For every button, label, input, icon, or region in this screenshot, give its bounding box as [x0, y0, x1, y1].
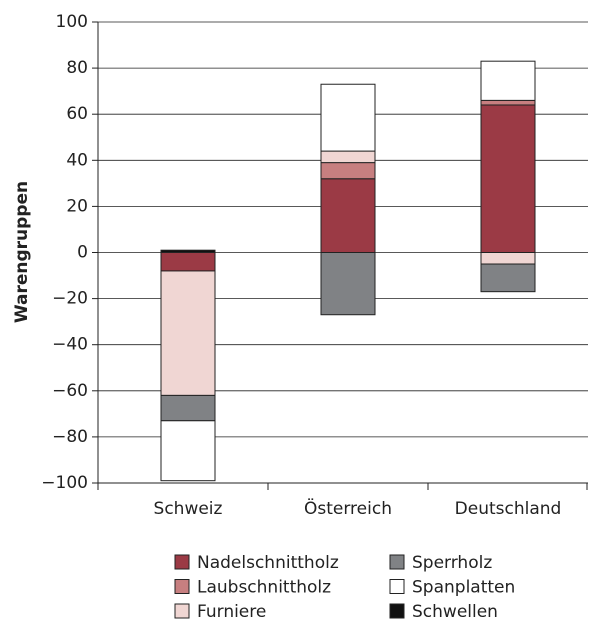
legend-label: Spanplatten	[412, 578, 515, 598]
legend-swatch	[389, 579, 405, 594]
legend-label: Schwellen	[412, 602, 498, 622]
y-tick-label: −40	[52, 335, 88, 355]
y-axis-label: Warengruppen	[12, 181, 32, 323]
x-tick-label: Schweiz	[154, 499, 223, 519]
legend-label: Furniere	[197, 602, 266, 622]
legend-label: Laubschnittholz	[197, 578, 331, 598]
y-tick-label: 40	[66, 150, 88, 170]
bar-segment	[160, 394, 216, 422]
y-tick-label: 60	[66, 104, 88, 124]
legend-swatch	[174, 603, 190, 619]
y-tick-label: 0	[77, 243, 88, 263]
bar-segment	[320, 252, 376, 316]
y-tick-label: −100	[41, 473, 88, 493]
y-tick-label: −60	[52, 381, 88, 401]
x-tick-label: Deutschland	[455, 499, 562, 519]
y-tick-label: 100	[56, 12, 88, 32]
bar-segment	[480, 60, 536, 101]
y-tick-label: −80	[52, 427, 88, 447]
legend-swatch	[174, 579, 190, 594]
bar-segment	[160, 249, 216, 254]
x-tick-label: Österreich	[304, 497, 392, 519]
legend-label: Nadelschnittholz	[197, 553, 339, 573]
bar-segment	[160, 270, 216, 396]
bar-segment	[160, 420, 216, 482]
y-tick-label: −20	[52, 289, 88, 309]
legend-swatch	[389, 554, 405, 570]
bar-segment	[480, 104, 536, 254]
legend-swatch	[389, 603, 405, 619]
y-tick-label: 20	[66, 196, 88, 216]
bar-segment	[320, 162, 376, 180]
legend-swatch	[174, 554, 190, 570]
y-tick-label: 80	[66, 58, 88, 78]
bar-segment	[320, 83, 376, 152]
bar-segment	[480, 252, 536, 265]
bar-segment	[480, 99, 536, 106]
legend-label: Sperrholz	[412, 553, 492, 573]
bar-segment	[480, 263, 536, 293]
bar-segment	[320, 178, 376, 254]
bar-segment	[320, 150, 376, 164]
bar-segment	[160, 252, 216, 272]
